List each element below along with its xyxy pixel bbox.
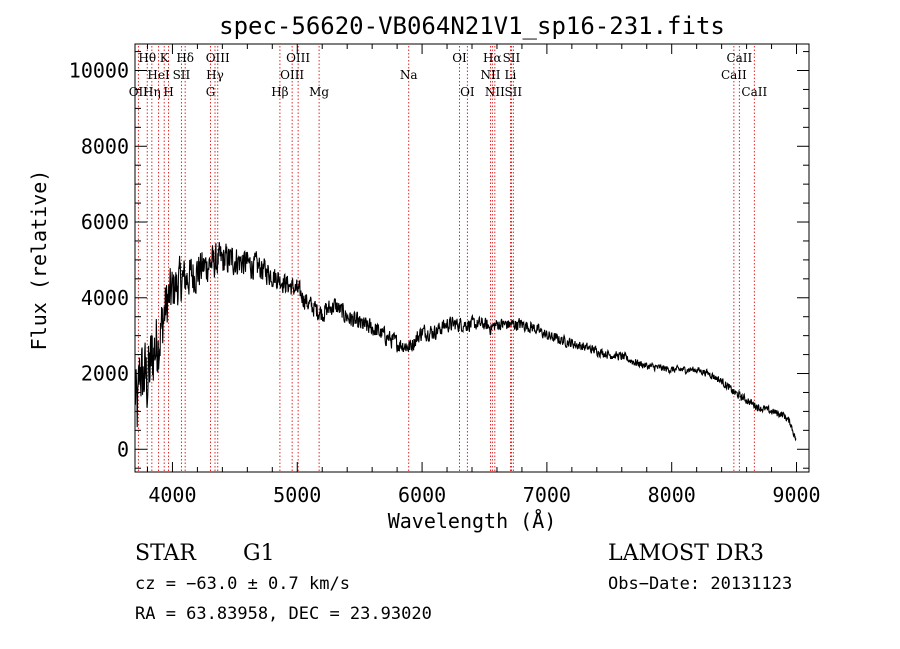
object-subclass: G1 bbox=[243, 541, 275, 566]
y-tick-label: 8000 bbox=[81, 134, 129, 158]
line-label-20: NII bbox=[485, 85, 505, 99]
spectral-line-markers bbox=[137, 46, 755, 472]
spectral-line-labels: OIIHθHηHeIKHSIIHδGHγOIIIHβOIIIOIIIMgNaOI… bbox=[129, 51, 768, 99]
line-label-10: OIII bbox=[206, 51, 230, 65]
line-label-12: OIII bbox=[280, 68, 304, 82]
line-label-24: CaII bbox=[721, 68, 747, 82]
line-label-1: Hθ bbox=[138, 51, 156, 65]
line-label-17: OI bbox=[460, 85, 475, 99]
line-label-25: CaII bbox=[726, 51, 752, 65]
line-label-4: K bbox=[160, 51, 170, 65]
line-label-3: HeI bbox=[147, 68, 170, 82]
line-label-26: CaII bbox=[741, 85, 767, 99]
survey-name: LAMOST DR3 bbox=[608, 541, 764, 566]
line-label-2: Hη bbox=[143, 85, 161, 99]
y-tick-label: 0 bbox=[117, 437, 129, 461]
line-label-19: Hα bbox=[483, 51, 502, 65]
line-label-15: Na bbox=[400, 68, 418, 82]
line-label-16: OI bbox=[452, 51, 467, 65]
x-tick-label: 7000 bbox=[523, 483, 571, 507]
y-tick-label: 2000 bbox=[81, 362, 129, 386]
line-label-22: SII bbox=[503, 51, 521, 65]
line-label-9: Hγ bbox=[206, 68, 224, 82]
line-label-7: Hδ bbox=[176, 51, 194, 65]
x-tick-label: 9000 bbox=[772, 483, 820, 507]
spectrum-series bbox=[134, 242, 797, 442]
line-label-5: H bbox=[163, 85, 173, 99]
line-label-8: G bbox=[206, 85, 216, 99]
x-tick-label: 8000 bbox=[648, 483, 696, 507]
y-tick-label: 10000 bbox=[69, 59, 129, 83]
line-label-13: OIII bbox=[286, 51, 310, 65]
line-label-14: Mg bbox=[309, 85, 329, 99]
sky-coordinates: RA = 63.83958, DEC = 23.93020 bbox=[135, 604, 432, 624]
observation-date: Obs−Date: 20131123 bbox=[608, 574, 792, 594]
x-axis-ticks: 4000 5000 6000 7000 8000 9000 bbox=[146, 44, 821, 507]
redshift-cz: cz = −63.0 ± 0.7 km/s bbox=[135, 574, 350, 594]
x-tick-label: 5000 bbox=[273, 483, 321, 507]
y-tick-label: 6000 bbox=[81, 210, 129, 234]
y-axis-label: Flux (relative) bbox=[27, 170, 51, 351]
x-axis-label: Wavelength (Å) bbox=[388, 509, 557, 533]
line-label-6: SII bbox=[173, 68, 191, 82]
line-label-18: NII bbox=[480, 68, 500, 82]
y-tick-label: 4000 bbox=[81, 286, 129, 310]
y-axis-ticks: 0 2000 4000 6000 8000 10000 bbox=[69, 51, 809, 469]
x-tick-label: 4000 bbox=[148, 483, 196, 507]
x-tick-label: 6000 bbox=[398, 483, 446, 507]
line-label-21: Li bbox=[505, 68, 517, 82]
line-label-23: SII bbox=[504, 85, 522, 99]
line-label-11: Hβ bbox=[271, 85, 288, 99]
object-class: STAR bbox=[135, 541, 197, 566]
chart-title: spec-56620-VB064N21V1_sp16-231.fits bbox=[219, 12, 725, 40]
line-label-0: OII bbox=[129, 85, 149, 99]
